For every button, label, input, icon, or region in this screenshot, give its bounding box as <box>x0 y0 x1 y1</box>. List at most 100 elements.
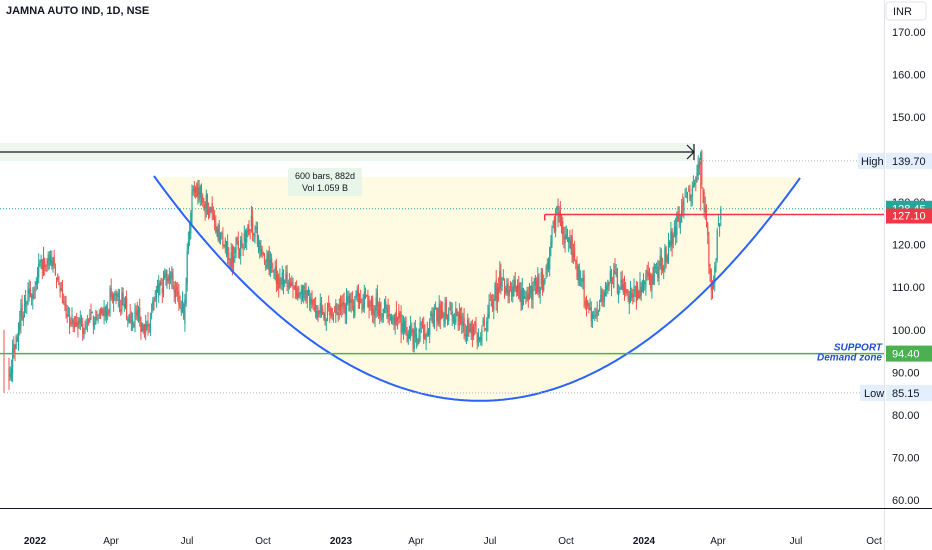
candle-body <box>211 202 213 214</box>
candle-body <box>366 295 368 297</box>
candle-body <box>229 263 231 266</box>
x-tick-label: 2023 <box>330 536 353 547</box>
candle-body <box>483 319 485 326</box>
candle-body <box>329 307 331 315</box>
candle-body <box>107 311 109 316</box>
candle-body <box>114 293 116 295</box>
candle-body <box>639 281 641 298</box>
candle-body <box>10 368 12 379</box>
candle-body <box>55 277 58 279</box>
candle-body <box>635 286 637 303</box>
candle-body <box>387 305 389 319</box>
candle-body <box>262 253 264 255</box>
candle-body <box>15 335 17 349</box>
candle-body <box>465 334 468 338</box>
candle-body <box>153 299 155 304</box>
candle-body <box>427 333 430 335</box>
candle-body <box>382 308 384 318</box>
candle-body <box>260 245 262 256</box>
candle-body <box>628 295 630 304</box>
candle-body <box>236 237 238 243</box>
candle-body <box>243 233 245 243</box>
candle-body <box>392 318 394 319</box>
candle-body <box>9 373 11 377</box>
candle-body <box>75 323 77 325</box>
candle-body <box>252 217 254 235</box>
candle-body <box>408 333 411 338</box>
candle-body <box>146 325 148 328</box>
candle-body <box>240 239 242 257</box>
candle-body <box>662 266 664 272</box>
price-axis[interactable]: 60.00 70.00 80.00 90.00 100.00 110.00 120.00 13… <box>858 0 932 550</box>
candle-body <box>235 242 237 253</box>
currency-button[interactable]: INR <box>885 1 927 21</box>
candle-body <box>12 348 14 374</box>
candle-body <box>246 230 248 243</box>
candle-body <box>475 323 477 331</box>
candle-body <box>331 308 333 317</box>
candle-body <box>19 320 21 331</box>
candle-body <box>48 258 50 261</box>
time-axis[interactable]: 2022 Apr Jul Oct 2023 Apr Jul Oct 2024 Apr Jul Oct <box>0 508 932 548</box>
support-badge[interactable] <box>886 345 932 362</box>
resistance-badge[interactable] <box>886 208 932 224</box>
candle-body <box>601 289 603 297</box>
candle-body <box>249 229 251 231</box>
candle-body <box>596 311 598 316</box>
candle-body <box>117 293 119 298</box>
candle-body <box>54 267 56 276</box>
candle-body <box>368 301 370 309</box>
candle-body <box>536 280 538 294</box>
candle-body <box>714 266 716 282</box>
candle-body <box>174 290 176 298</box>
candle-body <box>700 152 702 165</box>
candle-body <box>709 268 711 273</box>
candle-body <box>85 326 87 328</box>
candle-body <box>634 290 636 292</box>
candle-body <box>290 282 292 288</box>
candle-body <box>659 256 661 267</box>
candle-body <box>597 310 599 312</box>
candle-body <box>533 280 535 283</box>
candle-body <box>591 313 593 318</box>
candle-body <box>461 315 463 325</box>
candle-body <box>502 277 504 281</box>
candle-body <box>97 319 99 321</box>
candle-body <box>238 253 241 255</box>
candle-body <box>570 241 572 251</box>
cup-curve[interactable] <box>153 175 801 402</box>
candle-body <box>83 329 85 338</box>
candle-body <box>212 214 214 220</box>
candle-body <box>21 304 23 317</box>
candle-body <box>566 235 569 238</box>
candle-body <box>52 259 54 267</box>
candle-body <box>16 337 18 342</box>
candle-body <box>407 332 409 340</box>
x-tick-label: Jul <box>181 536 194 547</box>
low-value-bg <box>886 384 932 401</box>
candle-body <box>686 192 689 202</box>
candle-body <box>671 230 673 247</box>
candle-body <box>281 272 283 285</box>
candle-body <box>400 311 402 333</box>
candle-body <box>171 271 173 280</box>
candle-body <box>449 308 451 310</box>
candle-body <box>614 265 616 271</box>
candle-body <box>23 303 26 315</box>
candle-body <box>57 277 59 280</box>
candle-body <box>101 308 103 314</box>
candle-body <box>426 330 428 336</box>
candle-body <box>379 303 381 316</box>
candle-body <box>446 315 449 318</box>
candle-body <box>28 288 30 294</box>
candle-body <box>217 228 219 240</box>
candle-body <box>126 298 128 318</box>
high-tag-bg <box>858 152 884 169</box>
support-label: SUPPORT <box>834 343 883 354</box>
candle-body <box>354 301 356 316</box>
candle-body <box>538 278 540 293</box>
currency-label: INR <box>893 6 912 18</box>
candle-body <box>286 272 288 286</box>
